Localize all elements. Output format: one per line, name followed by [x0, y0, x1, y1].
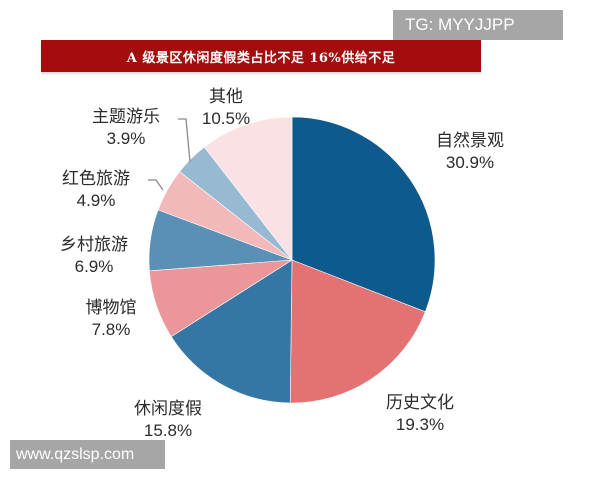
label-other: 其他 10.5% — [201, 87, 251, 128]
pie-slices — [148, 116, 436, 404]
pie-slice — [170, 259, 293, 404]
label-theme-park: 主题游乐 3.9% — [92, 107, 160, 148]
chart-title: A 级景区休闲度假类占比不足 16%供给不足 — [126, 50, 396, 66]
pie-slice — [291, 116, 436, 313]
leader-line-theme-park — [178, 118, 191, 163]
leader-lines — [148, 118, 191, 191]
watermark-bottom: www.qzslsp.com — [10, 440, 165, 469]
pie-slice — [203, 116, 293, 261]
label-history-culture: 历史文化 19.3% — [386, 393, 454, 434]
label-natural-scenery: 自然景观 30.9% — [436, 131, 504, 172]
leader-line-red-tourism — [148, 179, 164, 191]
pie-slice — [289, 259, 426, 404]
label-rural-tourism: 乡村旅游 6.9% — [60, 235, 128, 276]
chart-title-banner: A 级景区休闲度假类占比不足 16%供给不足 — [41, 40, 481, 72]
label-leisure-vacation: 休闲度假 15.8% — [134, 399, 202, 440]
watermark-top: TG: MYYJJPP — [393, 10, 563, 40]
label-museum: 博物馆 7.8% — [85, 298, 137, 339]
label-red-tourism: 红色旅游 4.9% — [62, 169, 130, 210]
